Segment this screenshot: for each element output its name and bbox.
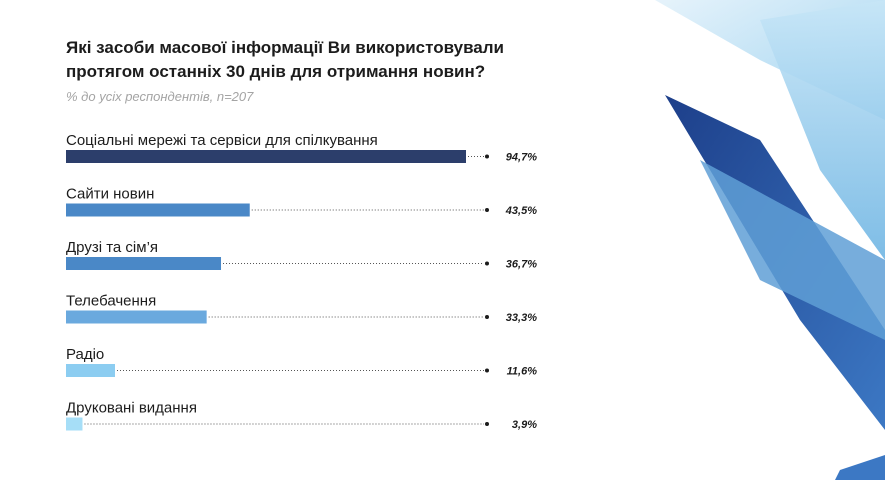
category-label: Друзі та сім’я (66, 239, 158, 256)
deco-bottom-shape (835, 455, 885, 480)
value-label: 3,9% (512, 419, 537, 431)
value-label: 43,5% (505, 205, 537, 217)
deco-light-right-shape (760, 0, 885, 260)
bar (66, 364, 115, 377)
leader-dot (485, 154, 489, 159)
bar (66, 203, 250, 217)
category-label: Телебачення (66, 293, 156, 310)
bar (66, 310, 207, 324)
category-label: Радіо (66, 346, 104, 363)
leader-dot (485, 368, 489, 373)
bar (66, 417, 83, 431)
value-label: 33,3% (506, 312, 537, 324)
bar (66, 257, 222, 270)
leader-dot (485, 261, 489, 266)
category-label: Соціальні мережі та сервіси для спілкува… (66, 132, 378, 149)
deco-mid-blue-shape (700, 160, 885, 340)
category-label: Сайти новин (66, 186, 154, 203)
value-label: 94,7% (506, 152, 537, 164)
chart-title: Які засоби масової інформації Ви викорис… (66, 38, 505, 81)
value-label: 36,7% (506, 259, 537, 271)
chart-subtitle: % до усіх респондентів, n=207 (66, 89, 254, 104)
category-label: Друковані видання (66, 400, 197, 417)
value-label: 11,6% (507, 366, 538, 378)
leader-dot (485, 208, 489, 212)
bar (66, 150, 466, 163)
leader-dot (485, 422, 489, 426)
leader-dot (485, 315, 489, 319)
